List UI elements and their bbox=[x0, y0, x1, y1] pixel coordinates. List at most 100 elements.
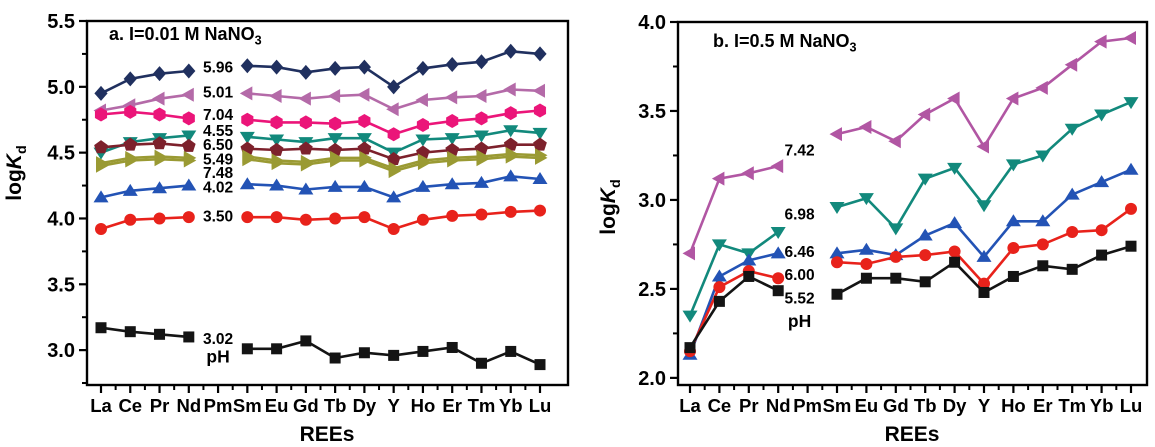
axis-box bbox=[85, 19, 570, 387]
marker-triangle-left bbox=[327, 89, 341, 104]
marker-square bbox=[388, 349, 400, 361]
marker-triangle-down bbox=[1123, 97, 1139, 110]
marker-pentagon bbox=[269, 142, 284, 156]
series-ph-label: 7.42 bbox=[785, 143, 815, 160]
marker-circle bbox=[475, 208, 488, 221]
marker-square bbox=[772, 285, 784, 297]
marker-pentagon bbox=[181, 138, 196, 152]
marker-triangle-up bbox=[741, 253, 757, 266]
marker-hexagon bbox=[329, 116, 342, 131]
marker-triangle-down bbox=[770, 226, 786, 239]
marker-circle bbox=[772, 272, 785, 285]
marker-square bbox=[183, 331, 195, 343]
x-tick-label: Gd bbox=[883, 395, 909, 416]
series-line bbox=[100, 49, 541, 95]
series-line bbox=[688, 100, 1132, 317]
series-ph-label: 4.55 bbox=[203, 123, 234, 140]
marker-triangle-up bbox=[239, 177, 255, 190]
marker-diamond bbox=[357, 59, 371, 75]
marker-circle bbox=[299, 213, 312, 226]
marker-circle bbox=[1066, 225, 1079, 238]
marker-triangle-up bbox=[298, 182, 314, 195]
marker-square bbox=[154, 328, 166, 340]
x-tick-label: Dy bbox=[353, 395, 377, 416]
x-tick-label: Eu bbox=[855, 395, 879, 416]
x-tick-label: Sm bbox=[823, 395, 852, 416]
marker-triangle-right bbox=[417, 153, 431, 168]
marker-hexagon bbox=[124, 104, 137, 119]
marker-triangle-up bbox=[181, 178, 197, 191]
ylabel-log: log bbox=[3, 169, 26, 201]
series-ph-7.42 bbox=[682, 31, 1136, 261]
marker-triangle-left bbox=[386, 102, 399, 117]
marker-square bbox=[446, 341, 458, 353]
marker-hexagon bbox=[504, 106, 517, 121]
panel-b-title-text: b. I=0.5 M NaNO bbox=[713, 31, 850, 51]
x-tick-label: Er bbox=[442, 395, 462, 416]
series-ph-6.98 bbox=[682, 97, 1139, 323]
marker-triangle-left bbox=[444, 90, 458, 105]
series-ph-label: 6.98 bbox=[785, 207, 816, 224]
chart-panel-b: 2.0 2.5 3.0 3.5 4.0 La Ce Pr Nd Pm Sm Eu Gd Tb Dy Y Ho Er… bbox=[638, 12, 1149, 416]
marker-triangle-up bbox=[1064, 187, 1080, 200]
marker-triangle-down bbox=[829, 202, 845, 215]
marker-circle bbox=[504, 205, 517, 218]
x-tick-label: Ho bbox=[411, 395, 436, 416]
series-ph-7.04 bbox=[94, 103, 547, 142]
series-ph-6.46 bbox=[682, 162, 1139, 360]
marker-triangle-left bbox=[682, 246, 695, 261]
marker-triangle-left bbox=[711, 171, 725, 186]
marker-triangle-up bbox=[1005, 214, 1021, 227]
marker-triangle-right bbox=[359, 150, 372, 165]
marker-square bbox=[1125, 240, 1137, 252]
series-ph-label: 4.02 bbox=[203, 179, 233, 196]
y-tick-label: 3.5 bbox=[47, 274, 75, 296]
marker-circle bbox=[329, 212, 342, 225]
marker-triangle-right bbox=[183, 150, 197, 165]
marker-diamond bbox=[94, 85, 108, 101]
series-line bbox=[688, 244, 1132, 349]
marker-triangle-right bbox=[505, 146, 519, 161]
marker-square bbox=[1007, 270, 1019, 282]
marker-circle bbox=[358, 211, 371, 224]
series-ph-3.50 bbox=[95, 204, 546, 235]
marker-hexagon bbox=[446, 114, 459, 129]
y-tick-label: 3.0 bbox=[638, 190, 666, 212]
ph-annotation: pH bbox=[206, 347, 229, 367]
x-tick-label: Lu bbox=[529, 395, 552, 416]
marker-triangle-up bbox=[532, 171, 548, 184]
panel-a-x-axis-label: REEs bbox=[299, 423, 355, 446]
x-tick-label: Lu bbox=[1120, 395, 1143, 416]
marker-triangle-up bbox=[1035, 214, 1051, 227]
series-line bbox=[100, 88, 541, 112]
marker-square bbox=[95, 322, 107, 334]
series-line bbox=[100, 209, 541, 231]
marker-triangle-down bbox=[1005, 159, 1021, 172]
marker-circle bbox=[1095, 224, 1108, 237]
marker-circle bbox=[95, 223, 107, 235]
marker-triangle-up bbox=[356, 179, 372, 192]
marker-circle bbox=[1036, 238, 1049, 251]
marker-triangle-right bbox=[271, 153, 285, 168]
marker-circle bbox=[416, 213, 429, 226]
marker-hexagon bbox=[387, 127, 400, 142]
marker-square bbox=[534, 359, 546, 371]
marker-hexagon bbox=[153, 107, 166, 122]
marker-triangle-down bbox=[1035, 150, 1051, 163]
marker-hexagon bbox=[533, 103, 547, 118]
marker-pentagon bbox=[94, 140, 108, 154]
y-tick-label: 4.0 bbox=[638, 12, 666, 34]
marker-triangle-right bbox=[476, 149, 489, 164]
x-tick-label: Yb bbox=[1090, 395, 1114, 416]
marker-triangle-up bbox=[473, 175, 489, 188]
marker-triangle-right bbox=[125, 150, 138, 165]
marker-diamond bbox=[240, 58, 254, 74]
marker-triangle-up bbox=[976, 249, 992, 262]
marker-square bbox=[1066, 263, 1078, 275]
marker-triangle-up bbox=[152, 181, 168, 194]
marker-square bbox=[358, 347, 370, 359]
marker-diamond bbox=[328, 60, 342, 76]
marker-circle bbox=[153, 212, 166, 225]
marker-triangle-down bbox=[858, 193, 874, 206]
marker-triangle-down bbox=[888, 223, 904, 236]
